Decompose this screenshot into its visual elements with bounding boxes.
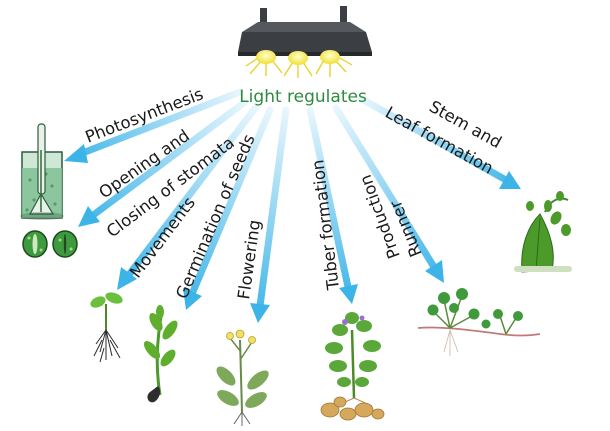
potato-plant-icon	[320, 312, 385, 421]
arrow-tuber	[306, 106, 358, 304]
lamp-icon	[238, 6, 372, 78]
runner-plant-icon	[417, 288, 541, 356]
center-label: Light regulates	[239, 87, 367, 107]
arrow-photosynthesis	[64, 88, 244, 163]
flowering-plant-icon	[216, 329, 269, 426]
arrow-runner	[332, 104, 444, 283]
arrow-flowering	[250, 106, 290, 323]
beaker-plant-icon	[20, 123, 64, 220]
stomata-icon	[22, 230, 78, 258]
arrow-stem-leaf	[356, 94, 521, 189]
arrow-germination	[183, 106, 274, 310]
germinating-seed-icon	[143, 305, 178, 403]
arrow-movements	[117, 103, 260, 290]
leaf-stem-icon	[514, 191, 572, 273]
arrow-stomata	[78, 98, 249, 227]
seedling-icon	[90, 292, 123, 363]
